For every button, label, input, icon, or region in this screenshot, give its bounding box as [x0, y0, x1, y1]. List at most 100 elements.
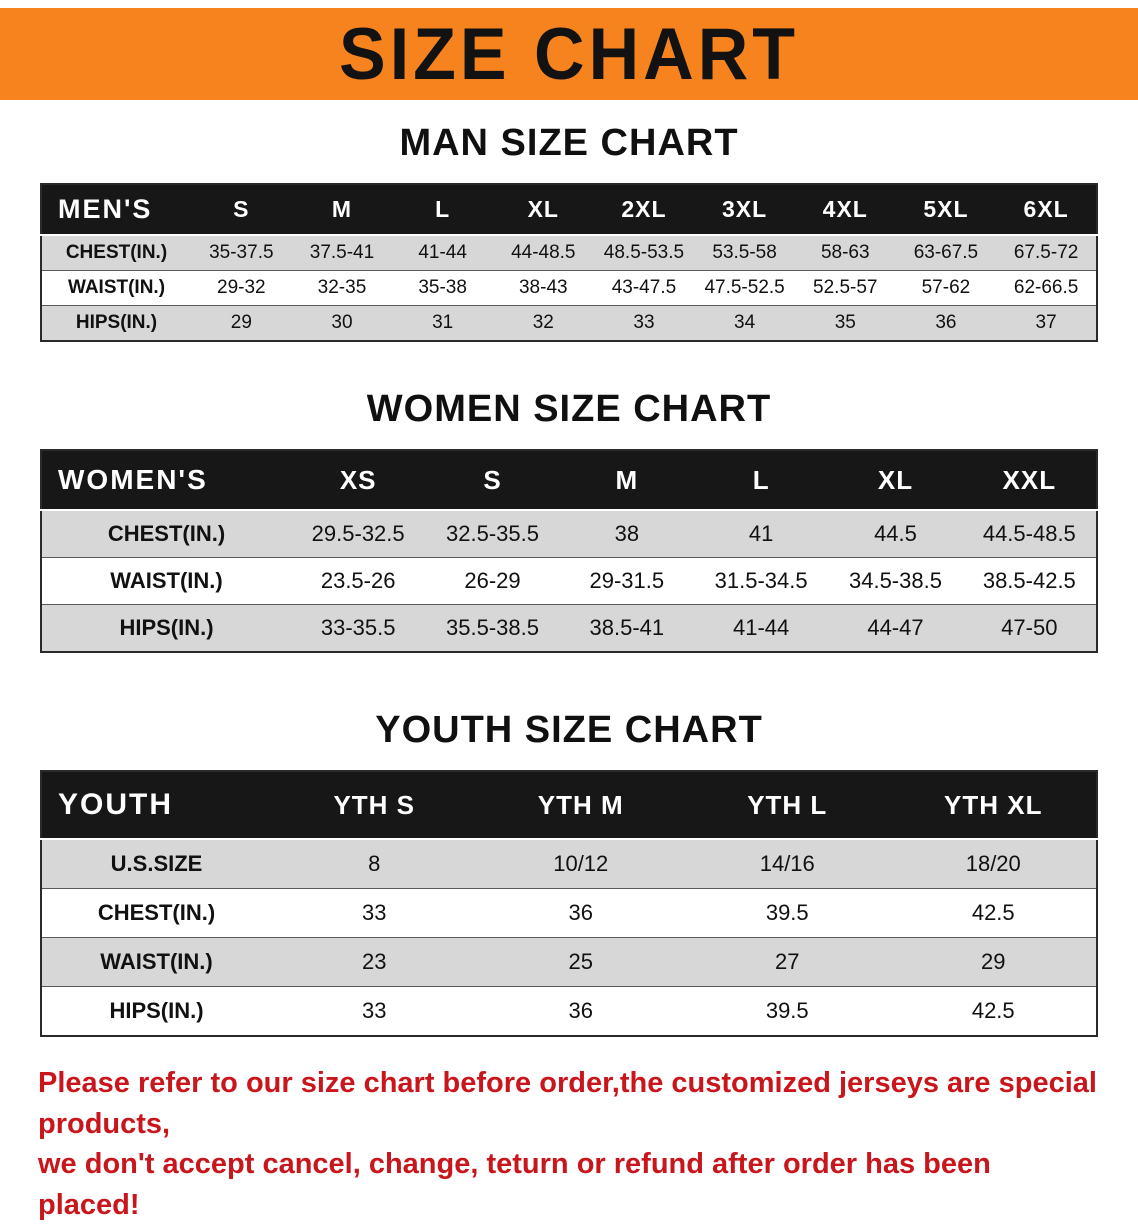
- size-column-header: 6XL: [996, 184, 1097, 236]
- women-size-section: WOMEN SIZE CHART WOMEN'S XS S M L XL XXL CHEST(…: [0, 388, 1138, 653]
- size-value: 33: [271, 986, 478, 1036]
- size-column-header: XL: [492, 184, 594, 236]
- size-value: 18/20: [890, 838, 1097, 889]
- size-value: 44.5-48.5: [962, 509, 1097, 558]
- table-row: WAIST(IN.) 23.5-26 26-29 29-31.5 31.5-34.5 34…: [41, 557, 1097, 605]
- table-row: HIPS(IN.) 29 30 31 32 33 34 35 36 37: [41, 305, 1097, 341]
- size-value: 41: [693, 509, 829, 558]
- size-value: 62-66.5: [996, 270, 1097, 306]
- row-label: WAIST(IN.): [41, 270, 191, 306]
- men-size-table: MEN'S S M L XL 2XL 3XL 4XL 5XL 6XL CHEST(IN.) 35-37…: [40, 183, 1098, 342]
- size-chart-banner: SIZE CHART: [0, 8, 1138, 100]
- size-value: 38-43: [492, 270, 594, 306]
- row-label: CHEST(IN.): [41, 509, 291, 558]
- size-column-header: XL: [828, 450, 963, 511]
- size-value: 42.5: [890, 888, 1097, 938]
- youth-section-heading: YOUTH SIZE CHART: [375, 709, 763, 751]
- size-value: 41-44: [392, 234, 493, 271]
- size-value: 35: [794, 305, 896, 341]
- size-value: 53.5-58: [694, 234, 795, 271]
- row-label: HIPS(IN.): [41, 986, 271, 1036]
- size-value: 67.5-72: [996, 234, 1097, 271]
- size-value: 42.5: [890, 986, 1097, 1036]
- table-row: WAIST(IN.) 23 25 27 29: [41, 937, 1097, 987]
- row-label: HIPS(IN.): [41, 604, 291, 652]
- size-value: 38.5-41: [559, 604, 694, 652]
- size-value: 27: [684, 937, 891, 987]
- women-size-table: WOMEN'S XS S M L XL XXL CHEST(IN.) 29.5-32.5 32.5…: [40, 449, 1098, 653]
- table-header-row: MEN'S S M L XL 2XL 3XL 4XL 5XL 6XL: [41, 184, 1097, 236]
- size-value: 23.5-26: [291, 557, 426, 605]
- table-header-row: YOUTH YTH S YTH M YTH L YTH XL: [41, 771, 1097, 840]
- size-value: 32-35: [291, 270, 393, 306]
- row-label: WAIST(IN.): [41, 937, 271, 987]
- size-value: 23: [271, 937, 478, 987]
- women-section-heading: WOMEN SIZE CHART: [366, 388, 772, 430]
- table-row: HIPS(IN.) 33 36 39.5 42.5: [41, 986, 1097, 1036]
- size-column-header: 5XL: [895, 184, 997, 236]
- disclaimer-line-1: Please refer to our size chart before or…: [38, 1067, 1097, 1140]
- size-value: 31: [392, 305, 493, 341]
- size-value: 36: [895, 305, 997, 341]
- size-value: 25: [477, 937, 684, 987]
- size-value: 37: [996, 305, 1097, 341]
- size-value: 39.5: [684, 986, 891, 1036]
- size-value: 35-37.5: [191, 234, 292, 271]
- size-value: 44.5: [828, 509, 963, 558]
- size-value: 33: [271, 888, 478, 938]
- size-value: 32.5-35.5: [425, 509, 560, 558]
- table-corner-label: MEN'S: [41, 184, 191, 236]
- size-value: 41-44: [693, 604, 829, 652]
- size-value: 10/12: [477, 838, 684, 889]
- row-label: WAIST(IN.): [41, 557, 291, 605]
- youth-size-section: YOUTH SIZE CHART YOUTH YTH S YTH M YTH L YTH…: [0, 709, 1138, 1037]
- size-column-header: S: [425, 450, 560, 511]
- size-value: 44-47: [828, 604, 963, 652]
- size-value: 34.5-38.5: [828, 557, 963, 605]
- size-column-header: M: [291, 184, 393, 236]
- table-row: CHEST(IN.) 35-37.5 37.5-41 41-44 44-48.5 48.5…: [41, 234, 1097, 271]
- size-value: 29-31.5: [559, 557, 694, 605]
- size-column-header: XXL: [962, 450, 1097, 511]
- size-column-header: YTH XL: [890, 771, 1097, 840]
- size-value: 35-38: [392, 270, 493, 306]
- row-label: U.S.SIZE: [41, 838, 271, 889]
- size-column-header: L: [693, 450, 829, 511]
- size-value: 33: [593, 305, 695, 341]
- size-value: 39.5: [684, 888, 891, 938]
- size-column-header: L: [392, 184, 493, 236]
- youth-size-table: YOUTH YTH S YTH M YTH L YTH XL U.S.SIZE 8 10/12…: [40, 770, 1098, 1037]
- size-value: 63-67.5: [895, 234, 997, 271]
- size-value: 26-29: [425, 557, 560, 605]
- size-value: 36: [477, 888, 684, 938]
- page-title: SIZE CHART: [339, 13, 799, 95]
- size-value: 30: [291, 305, 393, 341]
- size-value: 29-32: [191, 270, 292, 306]
- row-label: HIPS(IN.): [41, 305, 191, 341]
- size-column-header: S: [191, 184, 292, 236]
- size-value: 29.5-32.5: [291, 509, 426, 558]
- size-value: 8: [271, 838, 478, 889]
- size-column-header: XS: [291, 450, 426, 511]
- size-value: 44-48.5: [492, 234, 594, 271]
- men-section-heading: MAN SIZE CHART: [399, 122, 739, 164]
- table-row: CHEST(IN.) 29.5-32.5 32.5-35.5 38 41 44.5 44.5…: [41, 509, 1097, 558]
- table-row: CHEST(IN.) 33 36 39.5 42.5: [41, 888, 1097, 938]
- size-column-header: YTH S: [271, 771, 478, 840]
- size-value: 38.5-42.5: [962, 557, 1097, 605]
- disclaimer: Please refer to our size chart before or…: [38, 1063, 1100, 1225]
- size-value: 37.5-41: [291, 234, 393, 271]
- table-row: HIPS(IN.) 33-35.5 35.5-38.5 38.5-41 41-44 44-…: [41, 604, 1097, 652]
- row-label: CHEST(IN.): [41, 234, 191, 271]
- size-value: 43-47.5: [593, 270, 695, 306]
- size-value: 38: [559, 509, 694, 558]
- size-value: 29: [890, 937, 1097, 987]
- size-value: 47.5-52.5: [694, 270, 795, 306]
- size-column-header: M: [559, 450, 694, 511]
- table-header-row: WOMEN'S XS S M L XL XXL: [41, 450, 1097, 511]
- size-value: 58-63: [794, 234, 896, 271]
- size-value: 52.5-57: [794, 270, 896, 306]
- size-value: 33-35.5: [291, 604, 426, 652]
- table-corner-label: WOMEN'S: [41, 450, 291, 511]
- size-value: 14/16: [684, 838, 891, 889]
